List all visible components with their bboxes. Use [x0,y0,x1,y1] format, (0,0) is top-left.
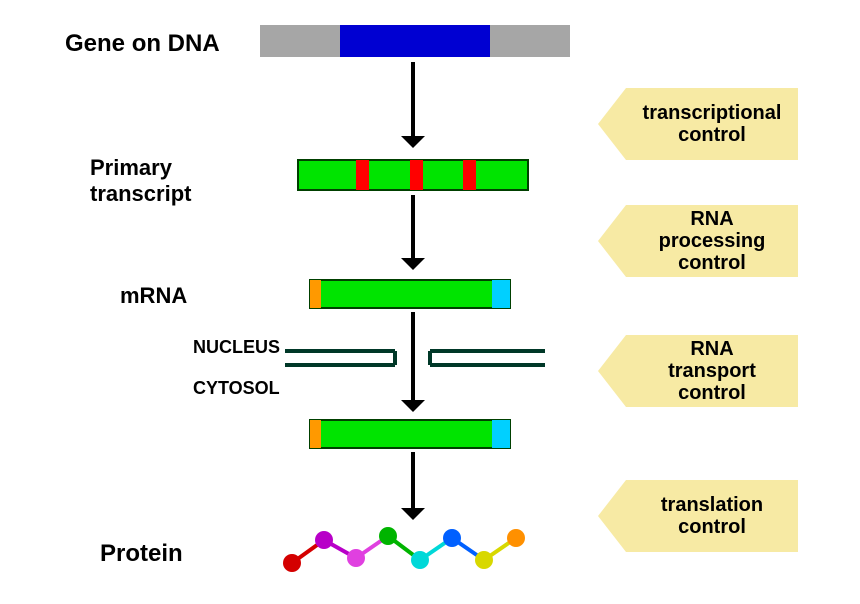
label-cytosol: CYTOSOL [193,378,280,399]
callout-rna-processing-control: RNA processing control [626,205,798,277]
callout-rna-transport-control: RNA transport control [626,335,798,407]
label-primary-transcript: Primary transcript [90,155,191,207]
label-nucleus: NUCLEUS [193,337,280,358]
callout-transcriptional-control: transcriptional control [626,88,798,160]
callout-translation-control: translation control [626,480,798,552]
label-mrna: mRNA [120,283,187,309]
label-dna: Gene on DNA [65,30,220,58]
label-protein: Protein [100,540,183,568]
